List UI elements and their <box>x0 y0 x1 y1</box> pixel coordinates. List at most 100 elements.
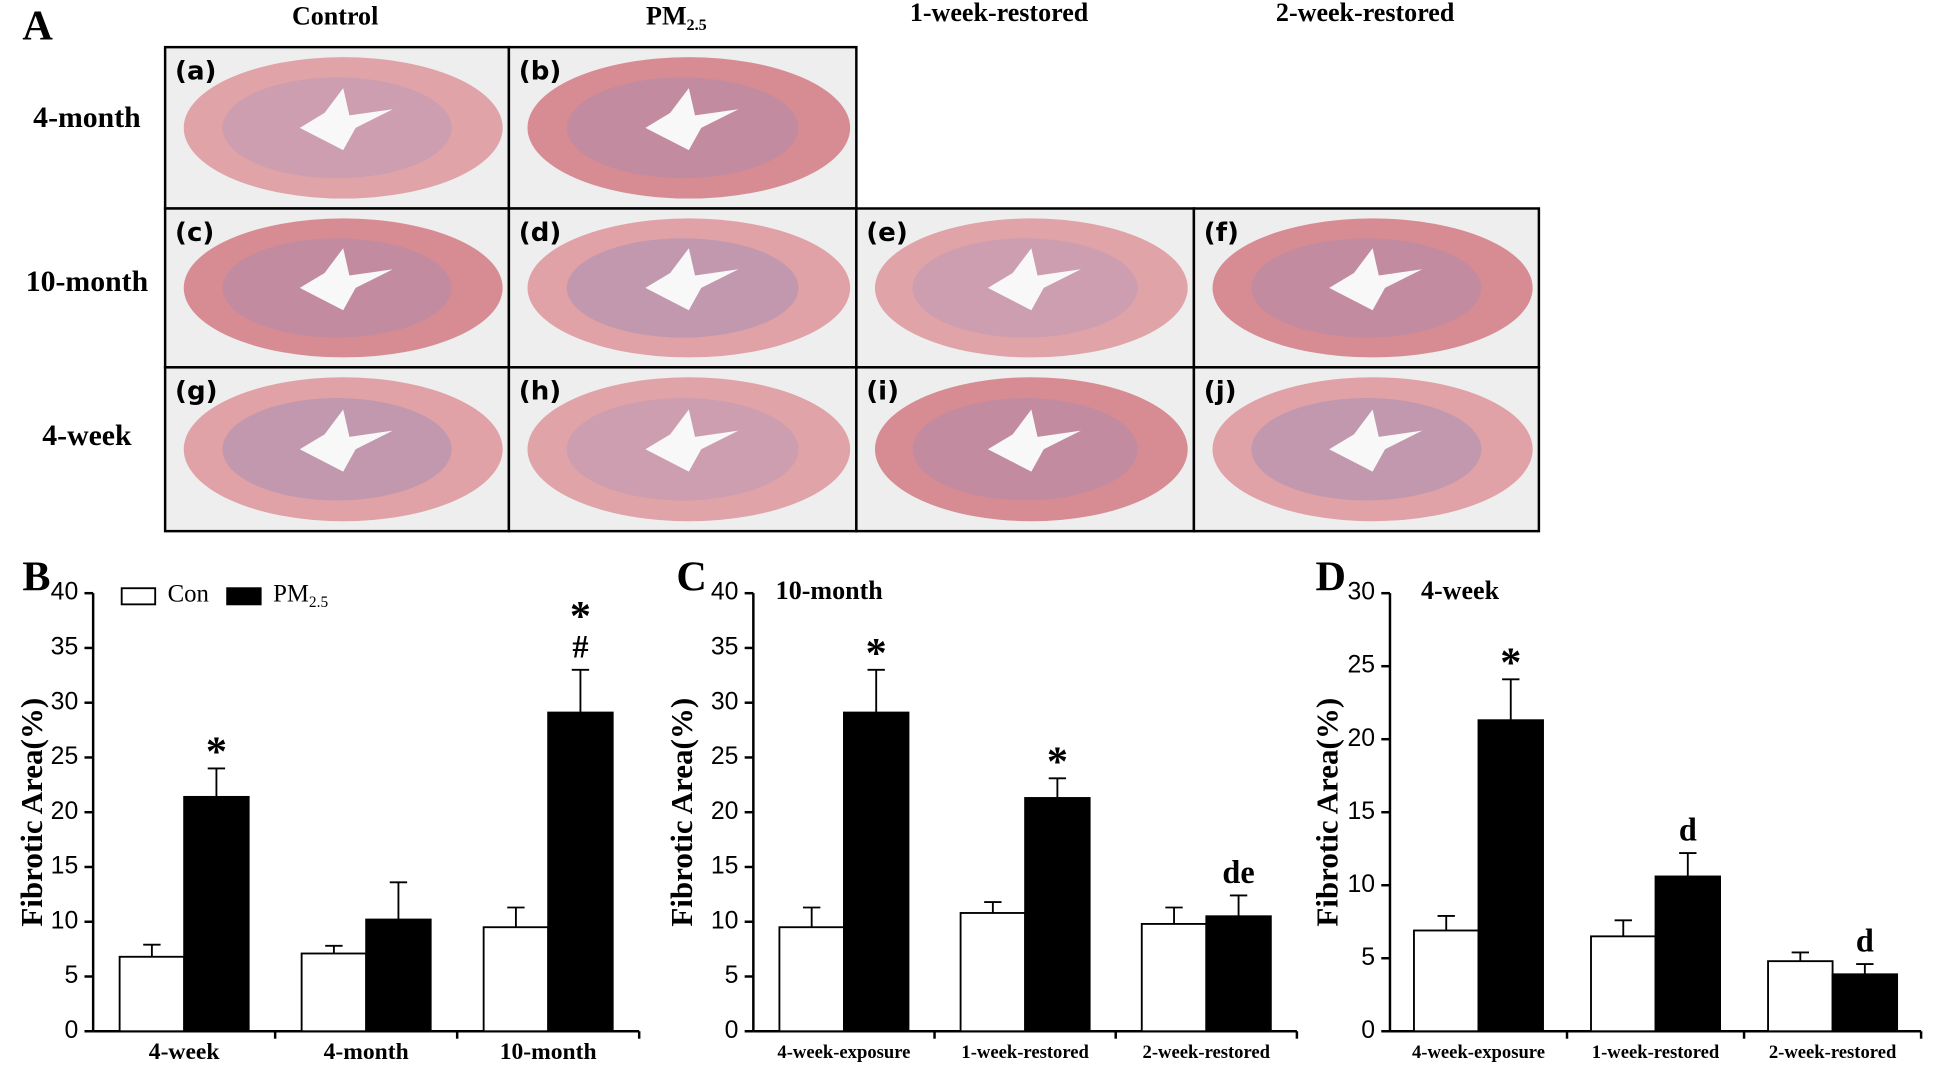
x-tick-label: 10-month <box>500 1039 597 1065</box>
micrograph <box>163 207 511 369</box>
y-axis-label: Fibrotic Area(%) <box>1310 698 1345 927</box>
significance-mark: # <box>572 628 588 664</box>
micrograph <box>507 207 858 369</box>
x-tick-label: 4-week-exposure <box>777 1042 910 1063</box>
bar <box>118 955 186 1033</box>
significance-mark: * <box>1047 739 1068 786</box>
y-axis-label: Fibrotic Area(%) <box>14 698 49 927</box>
panel-label: A <box>22 2 53 49</box>
significance-mark: d <box>1856 923 1874 959</box>
y-tick-label: 0 <box>64 1017 78 1044</box>
x-tick-label: 2-week-restored <box>1143 1042 1271 1063</box>
y-tick-label: 0 <box>1361 1017 1375 1044</box>
micrograph <box>1192 207 1541 369</box>
y-tick-label: 15 <box>1347 798 1375 825</box>
lumen <box>299 248 393 311</box>
legend-label: PM2.5 <box>273 580 328 610</box>
legend-label: Con <box>168 580 210 607</box>
bar <box>1477 719 1544 1033</box>
image-label: (a) <box>175 56 216 86</box>
lumen <box>645 409 739 472</box>
column-header: 1-week-restored <box>910 0 1089 27</box>
image-label: (g) <box>175 377 217 407</box>
micrograph <box>855 366 1196 533</box>
row-label: 4-month <box>33 101 141 134</box>
bar <box>547 711 614 1033</box>
significance-mark: * <box>570 593 591 640</box>
image-label: (c) <box>175 218 214 248</box>
y-tick-label: 30 <box>711 688 739 715</box>
lumen <box>645 248 739 311</box>
image-label: (f) <box>1204 218 1239 248</box>
y-tick-label: 15 <box>711 853 739 880</box>
bar <box>843 711 910 1033</box>
y-tick-label: 20 <box>51 798 79 825</box>
micrograph <box>507 366 858 533</box>
lumen <box>1329 248 1423 311</box>
y-tick-label: 10 <box>1347 871 1375 898</box>
y-tick-label: 0 <box>725 1017 739 1044</box>
micrograph <box>1192 366 1541 533</box>
row-label: 10-month <box>26 265 149 298</box>
x-tick-label: 4-week <box>149 1039 221 1065</box>
image-label: (b) <box>519 56 561 86</box>
lumen <box>987 409 1081 472</box>
image-label: (i) <box>866 377 899 407</box>
bar <box>1205 915 1272 1033</box>
y-tick-label: 35 <box>711 633 739 660</box>
y-tick-label: 10 <box>51 907 79 934</box>
significance-mark: de <box>1222 854 1254 890</box>
bar <box>183 795 250 1033</box>
x-tick-label: 2-week-restored <box>1769 1042 1897 1063</box>
y-tick-label: 25 <box>51 743 79 770</box>
y-tick-label: 5 <box>1361 944 1375 971</box>
bar <box>778 926 845 1033</box>
significance-mark: * <box>866 630 887 677</box>
lumen <box>1329 409 1423 472</box>
y-tick-label: 20 <box>711 798 739 825</box>
bar <box>1831 973 1899 1033</box>
x-tick-label: 1-week-restored <box>1592 1042 1720 1063</box>
bar <box>365 918 432 1033</box>
column-header: 2-week-restored <box>1276 0 1455 27</box>
bar <box>1654 875 1721 1033</box>
y-tick-label: 40 <box>51 579 79 606</box>
y-tick-label: 40 <box>711 579 739 606</box>
row-label: 4-week <box>42 419 132 452</box>
legend-swatch <box>120 587 157 606</box>
panel-label: D <box>1316 553 1346 600</box>
significance-mark: * <box>1500 640 1521 687</box>
lumen <box>299 88 393 151</box>
bar <box>482 926 550 1033</box>
y-tick-label: 25 <box>1347 652 1375 679</box>
x-tick-label: 4-week-exposure <box>1412 1042 1545 1063</box>
lumen <box>299 409 393 472</box>
lumen <box>987 248 1081 311</box>
bar <box>1024 797 1091 1033</box>
bar <box>1590 935 1657 1033</box>
y-axis-label: Fibrotic Area(%) <box>664 698 699 927</box>
legend-swatch <box>226 587 262 606</box>
y-tick-label: 5 <box>64 962 78 989</box>
image-label: (j) <box>1204 377 1237 407</box>
subtitle: 10-month <box>776 576 884 605</box>
y-tick-label: 10 <box>711 907 739 934</box>
image-label: (d) <box>519 218 561 248</box>
x-tick-label: 4-month <box>324 1039 409 1065</box>
micrograph <box>855 207 1196 369</box>
y-tick-label: 25 <box>711 743 739 770</box>
micrograph <box>163 366 511 533</box>
y-tick-label: 15 <box>51 853 79 880</box>
significance-mark: * <box>206 729 227 776</box>
bar <box>1767 960 1834 1033</box>
y-tick-label: 30 <box>1347 579 1375 606</box>
panel-label: B <box>22 553 50 600</box>
bar <box>300 952 368 1033</box>
subtitle: 4-week <box>1421 576 1500 605</box>
bar <box>959 912 1027 1033</box>
bar <box>1413 929 1480 1033</box>
column-header: Control <box>292 2 378 31</box>
y-tick-label: 20 <box>1347 725 1375 752</box>
micrograph <box>163 45 511 210</box>
